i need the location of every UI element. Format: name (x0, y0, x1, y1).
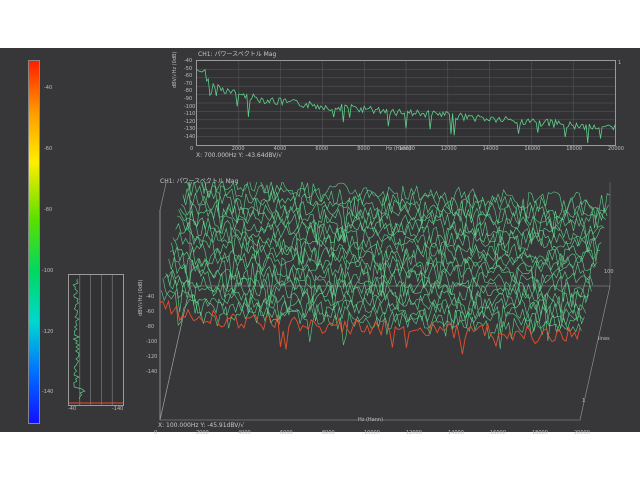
waterfall-xlabel: Hz (Hann) (358, 417, 384, 423)
colorbar-label: -40 (44, 85, 53, 91)
waterfall-trace (164, 273, 585, 341)
waterfall-ytick: -140 (146, 369, 158, 375)
side-plot-xtick: -140 (112, 406, 124, 412)
waterfall-xtick: 14000 (448, 430, 464, 436)
waterfall-xtick: 20000 (574, 430, 590, 436)
top-plot-xtick: 16000 (524, 146, 541, 152)
waterfall-depth-tick: 1 (582, 398, 586, 404)
waterfall-depth-label: lines (598, 336, 610, 342)
top-spectrum-trace (196, 68, 616, 144)
waterfall-trace (176, 215, 598, 274)
waterfall-xtick: 16000 (490, 430, 506, 436)
waterfall-trace (166, 269, 588, 324)
waterfall-trace (187, 182, 608, 238)
color-scale-bar (28, 60, 40, 424)
colorbar-label: -100 (42, 268, 54, 274)
waterfall-trace (171, 242, 592, 308)
top-plot-xtick: 14000 (482, 146, 499, 152)
waterfall-ytick: -60 (146, 309, 155, 315)
waterfall-xtick: 18000 (532, 430, 548, 436)
waterfall-trace (178, 209, 599, 268)
waterfall-trace (188, 182, 609, 229)
waterfall-trace (165, 270, 586, 322)
top-plot-xtick: 0 (190, 146, 194, 152)
waterfall-depth-tick: 100 (604, 269, 614, 275)
waterfall-xtick: 6000 (280, 430, 293, 436)
side-profile-svg (69, 275, 123, 405)
side-plot-xtick: -40 (68, 406, 77, 412)
waterfall-trace (184, 188, 605, 245)
top-plot-title: CH1: パワースペクトル Mag (198, 51, 277, 58)
colorbar-label: -80 (44, 207, 53, 213)
side-profile-trace (72, 278, 86, 400)
waterfall-ytick: -120 (146, 354, 158, 360)
top-plot-xtick: 4000 (273, 146, 287, 152)
colorbar-label: -140 (42, 389, 54, 395)
waterfall-ylabel: dBV/√Hz (0dB) (138, 279, 144, 316)
colorbar-label: -60 (44, 146, 53, 152)
top-plot-xtick: 20000 (608, 146, 624, 152)
waterfall-ytick: -100 (146, 339, 158, 345)
waterfall-trace (172, 237, 594, 293)
waterfall-title: CH1: パワースペクトル Mag (160, 178, 239, 185)
waterfall-trace (168, 257, 589, 313)
top-plot-xtick: 18000 (566, 146, 583, 152)
waterfall-xtick: 8000 (322, 430, 335, 436)
waterfall-trace (169, 250, 591, 311)
top-plot-xtick: 2000 (231, 146, 245, 152)
waterfall-front-trace (159, 299, 581, 355)
colorbar-label: -120 (42, 329, 54, 335)
waterfall-cursor-readout: X: 100.000Hz Y: -45.91dBV/√ (158, 422, 245, 429)
spectrum-analyzer-window: -40 -60 -80 -100 -120 -140 CH1: パワースペクトル… (0, 48, 640, 436)
waterfall-trace (162, 278, 584, 337)
waterfall-trace (186, 182, 606, 237)
top-plot-yticks: -40 -50 -60 -70 -80 -90 -100 -110 -120 -130 -… (184, 58, 196, 140)
waterfall-trace (174, 231, 595, 289)
top-plot-xtick: 6000 (315, 146, 329, 152)
waterfall-ytick: -40 (146, 294, 155, 300)
top-plot-right-tick: 1 (618, 60, 622, 66)
waterfall-xtick: 0 (154, 430, 158, 436)
top-spectrum-svg (196, 61, 616, 145)
waterfall-trace (175, 222, 596, 289)
top-plot-xtick: 12000 (440, 146, 457, 152)
waterfall-ytick: -80 (146, 324, 155, 330)
waterfall-trace (182, 193, 604, 254)
top-spectrum-plot[interactable] (196, 60, 616, 146)
top-cursor-readout: X: 700.000Hz Y: -43.64dBV/√ (196, 152, 283, 159)
waterfall-frame-back (159, 182, 191, 421)
side-profile-plot[interactable] (68, 274, 124, 406)
waterfall-trace (202, 182, 611, 223)
top-plot-xtick: 8000 (357, 146, 370, 152)
top-plot-xlabel: Hz (Hann) (386, 146, 412, 152)
waterfall-xtick: 12000 (406, 430, 422, 436)
top-plot-xtick: 10000 (399, 146, 415, 152)
waterfall-xtick: 2000 (196, 430, 209, 436)
waterfall-xtick: 10000 (364, 430, 380, 436)
waterfall-plot[interactable] (140, 182, 620, 432)
top-plot-ylabel: dBV/√Hz (0dB) (172, 51, 178, 88)
waterfall-xtick: 4000 (238, 430, 251, 436)
